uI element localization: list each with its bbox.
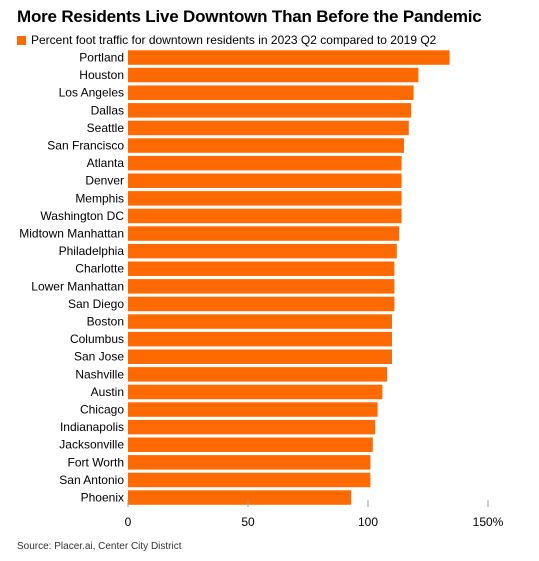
bar-houston: [128, 67, 419, 83]
bar-san-francisco: [128, 138, 404, 153]
category-label: Portland: [79, 51, 124, 65]
category-label: Austin: [91, 385, 124, 399]
category-label: Seattle: [87, 121, 125, 135]
legend-swatch: [17, 35, 26, 45]
category-label: San Diego: [68, 297, 124, 311]
chart-title: More Residents Live Downtown Than Before…: [17, 7, 482, 26]
category-label: San Antonio: [59, 473, 124, 487]
bar-lower-manhattan: [128, 279, 395, 294]
bar-portland: [128, 50, 450, 65]
x-tick-label: 50: [241, 515, 255, 529]
category-label: Jacksonville: [59, 438, 124, 452]
bar-san-antonio: [128, 472, 371, 488]
category-label: San Jose: [74, 350, 124, 364]
bar-seattle: [128, 120, 409, 136]
bar-san-diego: [128, 296, 395, 312]
bar-los-angeles: [128, 85, 414, 100]
x-tick-label: 100: [358, 515, 378, 529]
category-label: Memphis: [75, 191, 124, 205]
source-note: Source: Placer.ai, Center City District: [17, 541, 182, 552]
bar-indianapolis: [128, 419, 376, 435]
bar-columbus: [128, 331, 392, 347]
category-label: Atlanta: [87, 156, 125, 170]
bar-memphis: [128, 191, 402, 206]
bar-nashville: [128, 367, 388, 382]
category-label: Lower Manhattan: [31, 279, 124, 293]
bar-philadelphia: [128, 243, 397, 259]
bar-san-jose: [128, 349, 392, 364]
bar-phoenix: [128, 490, 352, 505]
category-label: Los Angeles: [59, 86, 124, 100]
category-label: Chicago: [80, 403, 124, 417]
bar-boston: [128, 314, 392, 329]
bar-chicago: [128, 402, 378, 417]
bar-fort-worth: [128, 455, 371, 470]
category-label: Midtown Manhattan: [19, 227, 124, 241]
category-label: Boston: [87, 315, 124, 329]
category-label: Philadelphia: [59, 244, 125, 258]
category-label: Columbus: [70, 332, 124, 346]
bar-charlotte: [128, 261, 395, 276]
category-label: Denver: [85, 174, 124, 188]
category-label: Fort Worth: [68, 455, 124, 469]
x-tick-label: 150%: [473, 515, 504, 529]
legend: Percent foot traffic for downtown reside…: [17, 33, 436, 47]
category-label: Houston: [79, 68, 124, 82]
bar-atlanta: [128, 155, 402, 171]
bar-austin: [128, 384, 383, 400]
x-tick-label: 0: [125, 515, 132, 529]
category-label: Nashville: [75, 367, 124, 381]
category-label: San Francisco: [47, 139, 124, 153]
category-label: Washington DC: [40, 209, 124, 223]
bar-denver: [128, 173, 402, 188]
bar-midtown-manhattan: [128, 226, 400, 241]
bar-jacksonville: [128, 437, 373, 452]
legend-label: Percent foot traffic for downtown reside…: [31, 33, 437, 47]
bar-washington-dc: [128, 208, 402, 224]
category-label: Charlotte: [75, 262, 124, 276]
bar-dallas: [128, 103, 412, 118]
category-label: Phoenix: [81, 491, 124, 505]
category-label: Indianapolis: [60, 420, 124, 434]
category-label: Dallas: [91, 103, 124, 117]
